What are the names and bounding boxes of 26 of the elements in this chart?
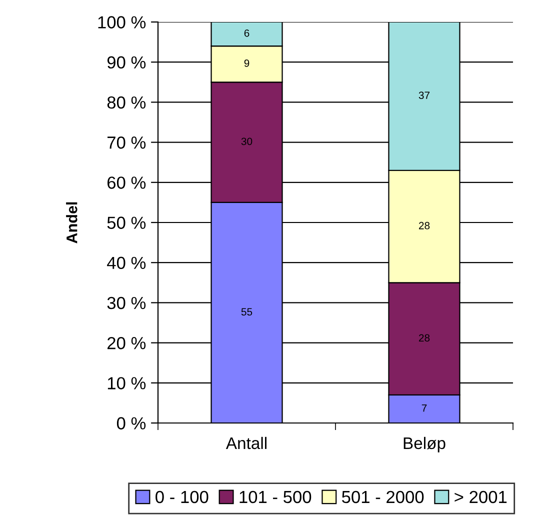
- y-tick-label: 70 %: [108, 136, 146, 149]
- x-tick-label: Antall: [226, 436, 266, 450]
- y-tick-label: 60 %: [108, 176, 146, 189]
- data-label: 37: [418, 92, 430, 99]
- y-tick-label: 90 %: [107, 56, 146, 69]
- y-tick-label: 80 %: [107, 96, 146, 109]
- x-tick-label: Beløp: [404, 436, 446, 452]
- legend-label: > 2001: [454, 490, 507, 504]
- y-tick-label: 100 %: [98, 16, 146, 28]
- y-tick-label: 40 %: [107, 256, 146, 270]
- data-label: 28: [418, 334, 430, 342]
- data-label: 7: [422, 404, 427, 412]
- data-label: 55: [241, 308, 252, 316]
- y-tick-label: 0 %: [116, 417, 146, 430]
- y-tick-label: 20 %: [108, 336, 146, 350]
- y-tick-label: 30 %: [107, 296, 146, 310]
- y-tick-label: 50 %: [107, 216, 146, 229]
- data-label: 9: [244, 60, 250, 67]
- data-label: 6: [244, 29, 250, 37]
- legend-label: 0 - 100: [156, 490, 208, 504]
- y-tick-label: 10 %: [108, 377, 146, 390]
- data-label: 28: [418, 222, 430, 230]
- y-axis-title: Andel: [66, 202, 78, 244]
- data-label: 30: [241, 138, 252, 146]
- legend-label: 101 - 500: [240, 490, 312, 504]
- legend-label: 501 - 2000: [342, 490, 424, 504]
